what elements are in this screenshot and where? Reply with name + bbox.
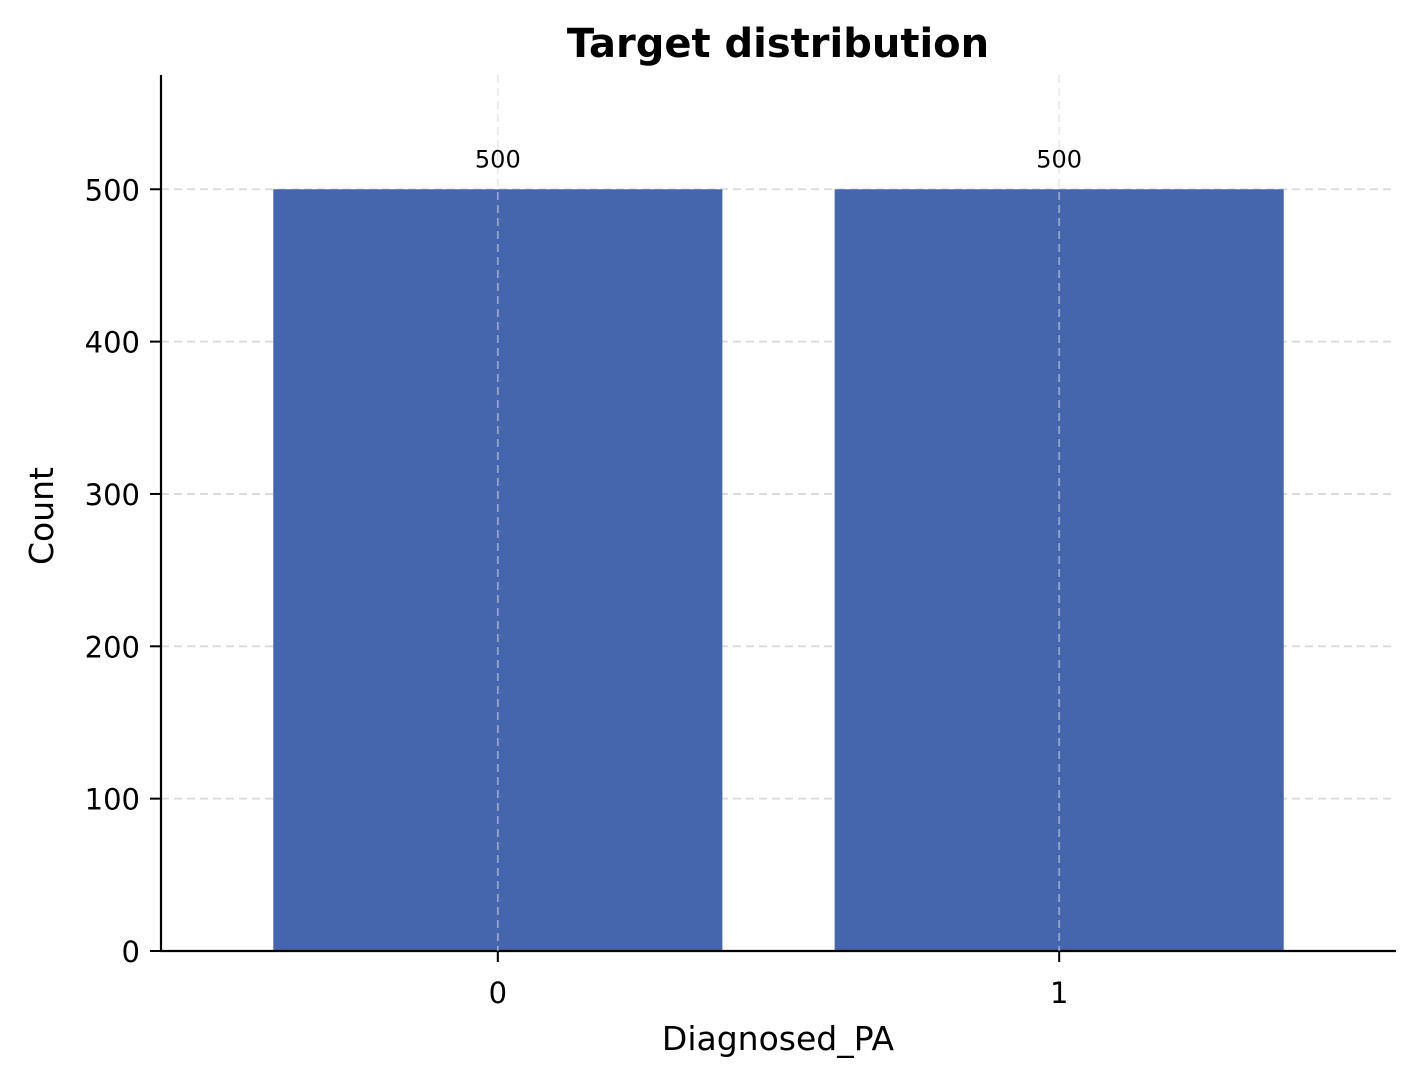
data-labels: 500 500 xyxy=(475,75,1082,951)
bar-value-label: 500 xyxy=(1036,145,1082,173)
y-ticks: 0 100 200 300 400 500 xyxy=(85,173,161,969)
bar-value-label: 500 xyxy=(475,145,521,173)
chart-title: Target distribution xyxy=(567,21,989,67)
bars xyxy=(273,189,1284,951)
y-tick-label: 200 xyxy=(85,630,140,664)
y-tick-label: 300 xyxy=(85,478,140,512)
axes xyxy=(159,75,1396,953)
y-tick-label: 400 xyxy=(85,326,140,360)
x-tick-label: 1 xyxy=(1050,976,1068,1010)
x-axis-label: Diagnosed_PA xyxy=(662,1019,895,1058)
y-axis-label: Count xyxy=(22,467,61,565)
y-tick-label: 100 xyxy=(85,783,140,817)
x-tick-label: 0 xyxy=(489,976,507,1010)
y-tick-label: 0 xyxy=(122,935,140,969)
y-tick-label: 500 xyxy=(85,173,140,207)
